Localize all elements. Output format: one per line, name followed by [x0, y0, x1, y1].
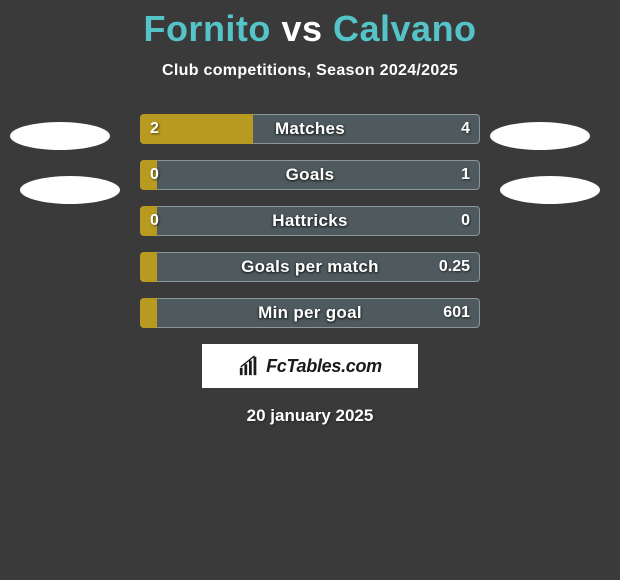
stat-row: 0Hattricks0 [140, 206, 480, 236]
stat-label: Goals per match [140, 252, 480, 282]
stat-right-value: 4 [461, 114, 470, 144]
stat-label: Matches [140, 114, 480, 144]
bar-chart-icon [238, 355, 260, 377]
player2-name: Calvano [333, 8, 477, 49]
comparison-title: Fornito vs Calvano [0, 0, 620, 50]
stat-right-value: 0.25 [439, 252, 470, 282]
stat-right-value: 0 [461, 206, 470, 236]
stat-row: 0Goals1 [140, 160, 480, 190]
subtitle: Club competitions, Season 2024/2025 [0, 62, 620, 80]
player1-name: Fornito [143, 8, 270, 49]
source-logo: FcTables.com [202, 344, 418, 388]
logo-text: FcTables.com [266, 356, 382, 377]
stat-right-value: 1 [461, 160, 470, 190]
vs-sep: vs [281, 8, 322, 49]
stat-right-value: 601 [443, 298, 470, 328]
stat-row: Goals per match0.25 [140, 252, 480, 282]
date-label: 20 january 2025 [0, 406, 620, 426]
stat-label: Hattricks [140, 206, 480, 236]
stat-rows: 2Matches40Goals10Hattricks0Goals per mat… [0, 114, 620, 328]
stat-row: 2Matches4 [140, 114, 480, 144]
stat-label: Min per goal [140, 298, 480, 328]
stat-label: Goals [140, 160, 480, 190]
stat-row: Min per goal601 [140, 298, 480, 328]
